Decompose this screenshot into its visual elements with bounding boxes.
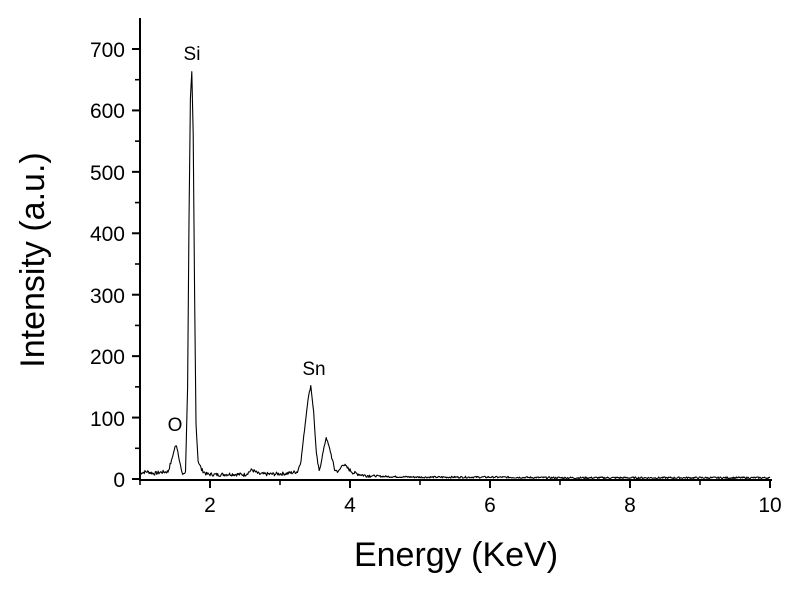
x-tick-label-4: 4 [344, 494, 356, 517]
x-tick-labels: 2 4 6 8 10 [204, 494, 782, 517]
x-tick-label-6: 6 [484, 494, 496, 517]
y-tick-label-200: 200 [90, 346, 125, 369]
y-tick-label-300: 300 [90, 285, 125, 308]
y-tick-label-100: 100 [90, 408, 125, 431]
x-axis [139, 479, 772, 488]
x-tick-label-8: 8 [624, 494, 636, 517]
y-tick-labels: 0 100 200 300 400 500 600 700 [90, 39, 125, 492]
y-tick-label-600: 600 [90, 100, 125, 123]
spectrum-line [139, 71, 771, 480]
y-axis-ticks [132, 48, 140, 480]
y-tick-label-700: 700 [90, 39, 125, 62]
x-axis-title: Energy (KeV) [354, 536, 558, 574]
y-tick-label-400: 400 [90, 223, 125, 246]
x-axis-ticks [139, 480, 771, 488]
y-tick-label-500: 500 [90, 162, 125, 185]
x-tick-label-2: 2 [204, 494, 216, 517]
peak-label-sn: Sn [302, 359, 325, 380]
y-tick-label-0: 0 [113, 469, 125, 492]
y-axis [132, 18, 141, 481]
peak-label-si: Si [184, 44, 201, 65]
x-tick-label-10: 10 [758, 494, 781, 517]
peak-label-o: O [168, 415, 183, 436]
y-axis-title: Intensity (a.u.) [14, 152, 52, 367]
